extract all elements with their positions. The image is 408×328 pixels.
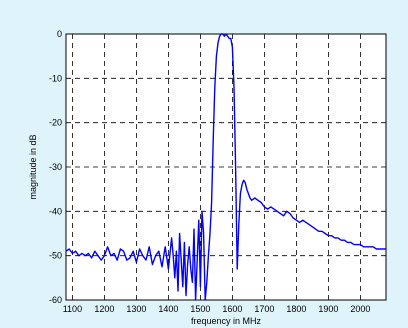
x-tick-label: 1600 — [222, 304, 242, 314]
axes-background — [65, 33, 387, 301]
y-tick-label: -20 — [49, 118, 62, 128]
ticks: 1100 1200 1300 1400 1500 1600 1700 1800 1900 2000… — [49, 29, 370, 314]
x-tick-label: 1300 — [126, 304, 146, 314]
x-tick-label: 2000 — [350, 304, 370, 314]
y-tick-label: -60 — [49, 295, 62, 305]
y-axis-label: magnitude in dB — [28, 134, 38, 199]
x-tick-label: 1800 — [286, 304, 306, 314]
series-line — [65, 33, 386, 301]
y-tick-label: -30 — [49, 162, 62, 172]
x-tick-label: 1500 — [190, 304, 210, 314]
y-tick-label: -10 — [49, 73, 62, 83]
y-tick-label: 0 — [57, 29, 62, 39]
x-tick-label: 1900 — [318, 304, 338, 314]
x-axis-label: frequency in MHz — [191, 316, 262, 326]
x-tick-label: 1400 — [158, 304, 178, 314]
y-tick-label: -50 — [49, 251, 62, 261]
x-tick-label: 1100 — [63, 304, 82, 314]
x-tick-label: 1700 — [254, 304, 274, 314]
y-tick-label: -40 — [49, 206, 62, 216]
x-tick-label: 1200 — [94, 304, 114, 314]
